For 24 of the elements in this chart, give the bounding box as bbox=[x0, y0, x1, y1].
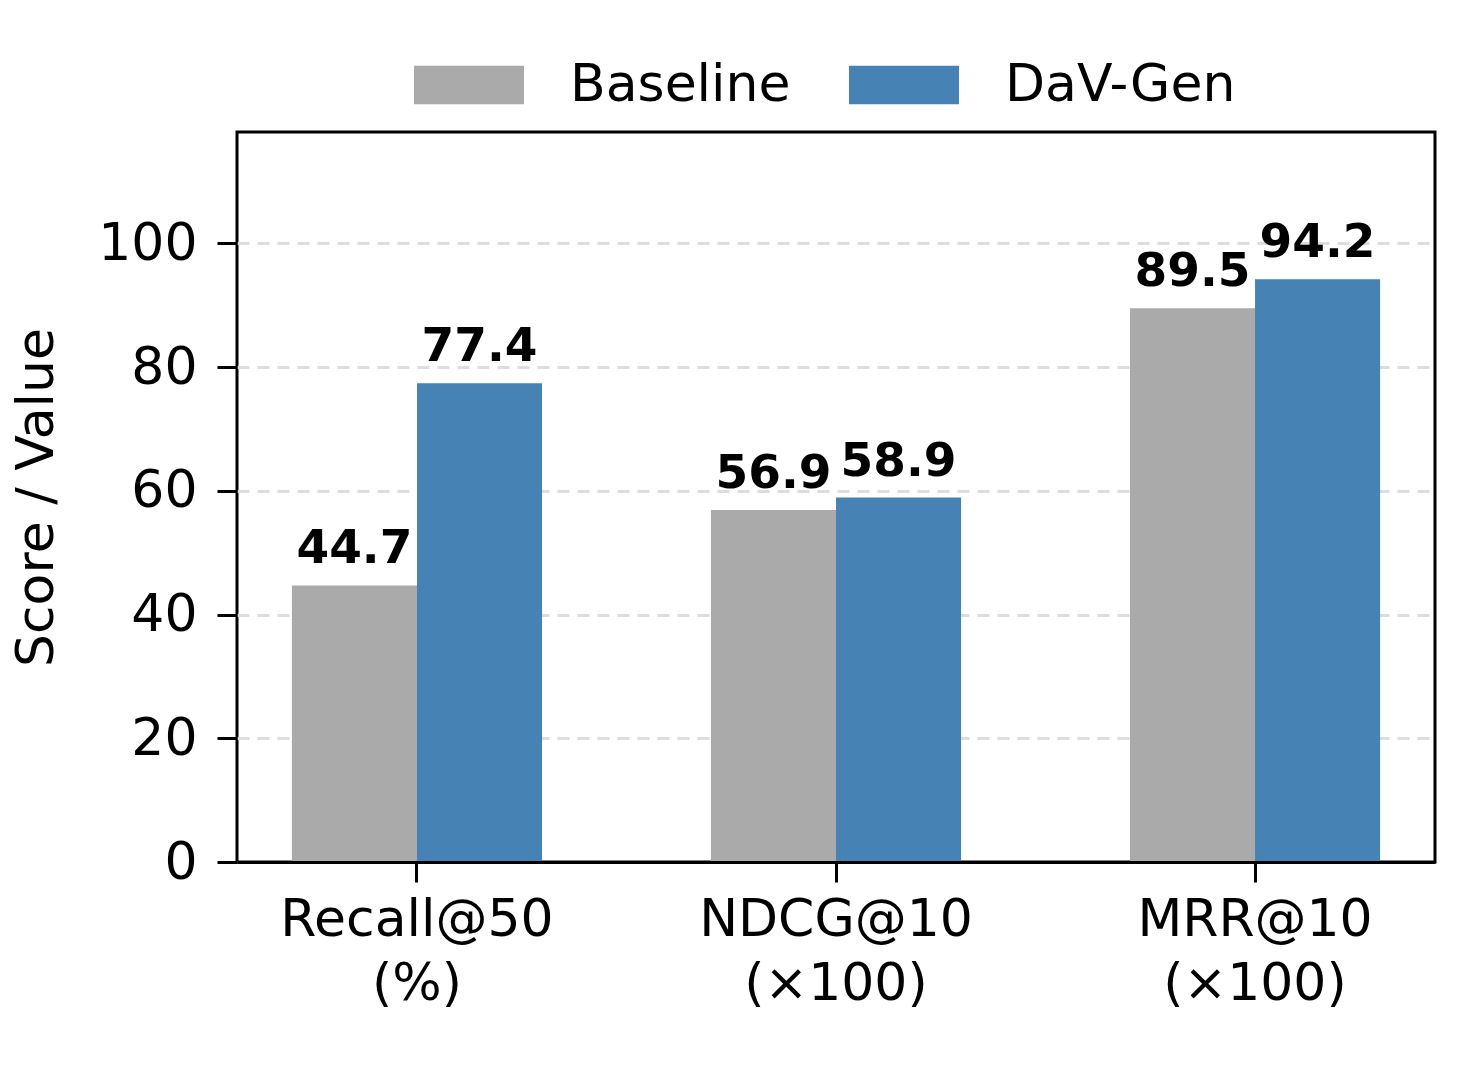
y-axis-title: Score / Value bbox=[5, 327, 66, 668]
bar bbox=[1255, 279, 1381, 862]
x-tick-label: MRR@10 (×100) bbox=[1137, 887, 1373, 1012]
legend-label: Baseline bbox=[570, 53, 791, 113]
y-tick-label: 40 bbox=[131, 583, 198, 644]
bar bbox=[291, 585, 417, 862]
y-tick-label: 100 bbox=[98, 211, 198, 272]
data-label: 44.7 bbox=[296, 519, 413, 575]
data-label: 56.9 bbox=[715, 443, 832, 499]
y-tick-label: 20 bbox=[131, 706, 198, 767]
y-tick-label: 80 bbox=[131, 335, 198, 396]
data-label: 58.9 bbox=[840, 431, 957, 487]
x-tick-label: Recall@50 (%) bbox=[280, 887, 554, 1012]
bar bbox=[416, 383, 543, 862]
data-label: 94.2 bbox=[1259, 213, 1376, 269]
x-tick-label: NDCG@10 (×100) bbox=[699, 887, 973, 1012]
y-tick-label: 0 bbox=[164, 830, 198, 891]
bar bbox=[710, 509, 836, 862]
data-label: 77.4 bbox=[421, 317, 538, 373]
bar bbox=[836, 497, 962, 862]
data-label: 89.5 bbox=[1134, 242, 1251, 298]
y-tick-label: 60 bbox=[131, 459, 198, 520]
legend-label: DaV-Gen bbox=[1005, 53, 1236, 113]
bar bbox=[1129, 308, 1256, 862]
